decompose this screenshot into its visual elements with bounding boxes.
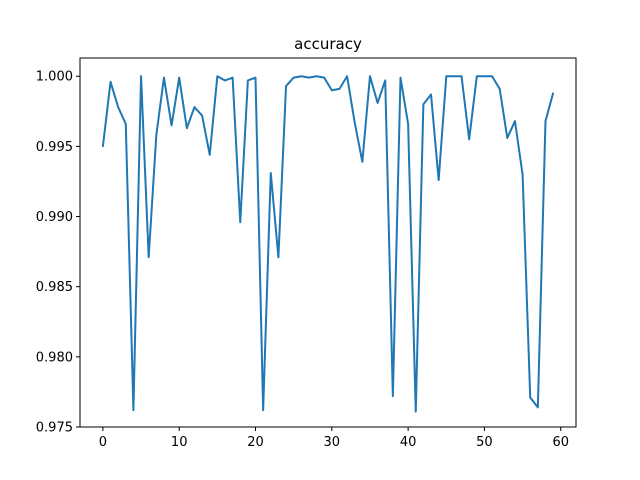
data-point <box>285 85 287 87</box>
x-tick-label: 10 <box>171 435 188 450</box>
data-point <box>231 76 234 79</box>
data-point <box>437 179 440 181</box>
data-points <box>102 75 554 413</box>
data-point <box>208 154 211 156</box>
data-point <box>132 409 135 411</box>
data-point <box>460 75 463 78</box>
data-point <box>376 102 379 104</box>
data-point <box>369 75 371 78</box>
data-point <box>384 79 387 82</box>
data-point <box>346 75 348 78</box>
data-point <box>506 137 509 139</box>
data-point <box>552 92 554 94</box>
data-point <box>239 221 242 223</box>
y-tick-label: 0.980 <box>36 350 73 365</box>
data-point <box>430 93 432 96</box>
data-point <box>193 106 196 108</box>
data-point <box>300 75 303 78</box>
data-point <box>277 256 280 259</box>
data-point <box>422 103 425 106</box>
data-point <box>521 173 524 176</box>
data-point <box>186 127 188 129</box>
data-point <box>544 120 547 122</box>
data-point <box>338 88 341 90</box>
data-point <box>201 114 203 117</box>
data-point <box>414 410 417 413</box>
data-point <box>147 256 150 259</box>
data-point <box>224 79 226 82</box>
y-tick-label: 0.985 <box>36 280 73 295</box>
data-point <box>163 76 165 79</box>
x-tick-label: 40 <box>400 435 417 450</box>
data-point <box>453 75 455 78</box>
data-point <box>399 76 402 79</box>
data-point <box>529 396 532 399</box>
data-point <box>514 120 516 122</box>
data-point <box>468 138 470 141</box>
x-tick-label: 60 <box>552 435 569 450</box>
data-point <box>537 406 539 409</box>
data-point <box>323 76 325 79</box>
x-axis: 0 10 20 30 40 50 60 <box>99 427 569 450</box>
y-tick-label: 0.975 <box>36 421 73 436</box>
data-point <box>269 172 272 174</box>
plot-frame <box>79 57 577 428</box>
y-tick-label: 0.990 <box>36 210 73 225</box>
x-tick-label: 50 <box>476 435 493 450</box>
data-point <box>308 76 310 79</box>
y-tick-label: 1.000 <box>36 70 73 85</box>
x-tick-label: 0 <box>99 435 107 450</box>
y-tick-label: 0.995 <box>36 140 73 155</box>
data-point <box>315 75 318 78</box>
y-axis: 0.975 0.980 0.985 0.990 0.995 1.000 <box>36 70 80 436</box>
x-tick-label: 30 <box>324 435 341 450</box>
chart-title: accuracy <box>294 35 362 53</box>
data-point <box>254 76 257 79</box>
data-point <box>262 409 264 411</box>
data-point <box>445 75 448 78</box>
data-point <box>117 106 119 108</box>
data-point <box>361 161 364 163</box>
data-point <box>407 123 409 125</box>
data-point <box>498 88 501 90</box>
data-point <box>247 79 249 82</box>
data-point <box>155 134 158 136</box>
data-point <box>178 76 180 79</box>
data-point <box>353 121 356 124</box>
x-tick-label: 20 <box>247 435 264 450</box>
data-point <box>124 123 127 125</box>
data-point <box>109 81 112 83</box>
data-point <box>392 395 394 397</box>
data-point <box>140 75 142 78</box>
accuracy-line <box>101 75 555 413</box>
data-point <box>483 75 486 78</box>
data-point <box>476 75 478 78</box>
data-point <box>331 89 333 92</box>
data-point <box>292 76 295 79</box>
data-point <box>491 75 493 78</box>
data-point <box>102 145 104 148</box>
data-point <box>170 124 173 127</box>
data-point <box>216 75 219 78</box>
